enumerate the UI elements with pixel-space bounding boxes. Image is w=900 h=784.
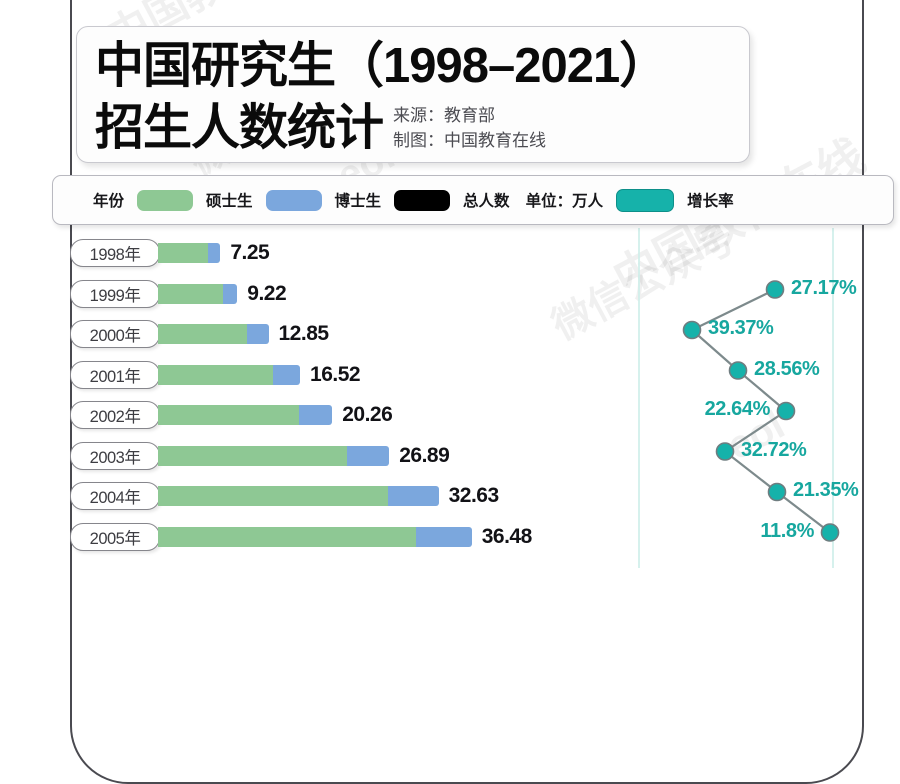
bar-value-label: 7.25: [230, 241, 270, 264]
bar-segment-master: [158, 364, 273, 385]
growth-point: [776, 401, 796, 421]
bar-segment-doctor: [299, 405, 333, 425]
table-row: 2004年 32.63: [70, 479, 499, 513]
legend-item-master: 硕士生: [124, 189, 253, 211]
table-row: 2001年 16.52: [70, 358, 361, 392]
year-pill: 2004年: [70, 482, 160, 510]
legend-item-total: 总人数: [381, 189, 510, 211]
growth-line-chart: [682, 280, 840, 542]
legend-item-growth: 增长率: [603, 188, 734, 212]
legend-label-master: 硕士生: [206, 193, 253, 210]
gridline: [638, 228, 640, 568]
legend-label-unit: 单位：万人: [525, 193, 604, 210]
legend-item-year: 年份: [93, 189, 124, 211]
growth-point: [767, 482, 787, 502]
bar-value-label: 12.85: [278, 322, 330, 345]
bar-segment-doctor: [347, 445, 390, 466]
stacked-bar: [158, 445, 390, 466]
legend-swatch-growth-icon: [616, 188, 675, 212]
bar-value-label: 32.63: [448, 484, 500, 507]
table-row: 2002年 20.26: [70, 398, 393, 432]
year-pill: 2005年: [70, 522, 160, 551]
source-text: 来源：教育部: [393, 106, 496, 125]
growth-point: [765, 280, 785, 299]
legend-label-year: 年份: [93, 193, 125, 210]
credit-text: 制图：中国教育在线: [393, 131, 547, 150]
growth-value-label: 21.35%: [793, 479, 859, 501]
stacked-bar: [158, 324, 269, 344]
source-block: 来源：教育部 制图：中国教育在线: [383, 103, 546, 159]
legend-label-growth: 增长率: [687, 193, 734, 210]
page-title: 中国研究生（1998–2021） 招生人数统计 来源：教育部 制图：中国教育在线: [77, 27, 668, 159]
bar-segment-master: [158, 526, 417, 547]
bar-value-label: 26.89: [399, 443, 450, 467]
bar-segment-master: [158, 283, 223, 304]
growth-value-label: 11.8%: [760, 519, 814, 542]
legend-item-doctor: 博士生: [253, 189, 382, 211]
year-pill: 2002年: [70, 401, 160, 429]
title-line-2: 招生人数统计: [95, 101, 384, 155]
gridline: [832, 228, 834, 568]
legend-label-doctor: 博士生: [334, 193, 382, 210]
bar-value-label: 36.48: [481, 524, 533, 548]
stacked-bar: [158, 283, 238, 304]
title-line-1: 中国研究生（1998–2021）: [95, 39, 668, 93]
legend-swatch-doctor-icon: [265, 189, 322, 211]
growth-value-label: 22.64%: [704, 398, 771, 420]
stacked-bar: [158, 405, 333, 425]
bar-segment-doctor: [207, 243, 221, 263]
bar-value-label: 16.52: [310, 362, 361, 386]
bar-segment-master: [158, 445, 348, 466]
bar-value-label: 20.26: [342, 403, 393, 426]
legend-item-unit: 单位：万人: [526, 189, 604, 211]
table-row: 2003年 26.89: [70, 439, 450, 473]
year-pill: 1999年: [70, 279, 160, 308]
stacked-bar: [158, 364, 301, 385]
year-pill: 2000年: [70, 320, 160, 348]
growth-point: [728, 361, 748, 380]
title-box: 中国研究生（1998–2021） 招生人数统计 来源：教育部 制图：中国教育在线: [76, 26, 750, 163]
growth-value-label: 39.37%: [708, 317, 774, 339]
stacked-bar: [158, 526, 472, 547]
bar-segment-doctor: [222, 283, 238, 304]
bar-segment-doctor: [387, 486, 439, 506]
bar-segment-master: [158, 405, 300, 425]
year-pill: 2001年: [70, 360, 160, 389]
bar-segment-master: [158, 486, 388, 506]
growth-value-label: 32.72%: [741, 438, 807, 461]
bar-segment-doctor: [272, 364, 301, 385]
stacked-bar: [158, 486, 439, 506]
growth-point: [682, 320, 702, 340]
bar-value-label: 9.22: [247, 281, 287, 305]
legend-swatch-total-icon: [394, 189, 451, 211]
growth-value-label: 28.56%: [754, 357, 820, 380]
bar-segment-master: [158, 324, 248, 344]
bar-segment-master: [158, 243, 208, 263]
legend-swatch-master-icon: [137, 189, 194, 211]
table-row: 2005年 36.48: [70, 520, 532, 554]
legend-label-total: 总人数: [463, 193, 510, 210]
bar-segment-doctor: [416, 526, 472, 547]
growth-point: [820, 523, 840, 542]
growth-point: [715, 442, 735, 461]
bar-segment-doctor: [247, 324, 269, 344]
legend-bar: 年份 硕士生 博士生 总人数 单位：万人 增长率: [52, 175, 894, 225]
table-row: 1998年 7.25: [70, 236, 270, 270]
table-row: 1999年 9.22: [70, 277, 287, 311]
growth-value-label: 27.17%: [791, 276, 857, 299]
chart-body: 1998年 7.25 1999年 9.22 2000年 12.85 2001年 16.52 20…: [70, 228, 860, 568]
stacked-bar: [158, 243, 221, 263]
table-row: 2000年 12.85: [70, 317, 329, 351]
